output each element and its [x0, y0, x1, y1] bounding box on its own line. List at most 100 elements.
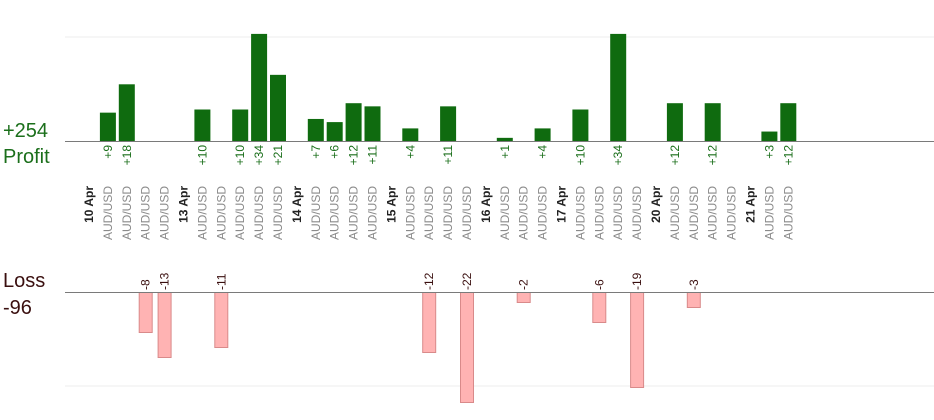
- profit-label: Profit: [3, 146, 50, 168]
- loss-bar: [630, 292, 645, 388]
- category-label: AUD/USD: [762, 186, 776, 240]
- profit-bar: [364, 106, 381, 141]
- profit-value-label: +7: [309, 145, 323, 159]
- category-label: AUD/USD: [101, 186, 115, 240]
- profit-value-label: +3: [762, 145, 776, 159]
- category-label: AUD/USD: [725, 186, 739, 240]
- axes: [65, 141, 934, 293]
- profit-value-label: +11: [441, 145, 455, 165]
- category-label: AUD/USD: [366, 186, 380, 240]
- date-label: 21 Apr: [744, 186, 758, 223]
- profit-value-label: +34: [611, 145, 625, 166]
- profit-bar: [270, 74, 286, 141]
- profit-value-label: +4: [536, 145, 550, 159]
- category-label: AUD/USD: [309, 186, 323, 240]
- loss-value-label: -13: [158, 272, 172, 290]
- category-labels: 10 Apr AUD/USD AUD/USD AUD/USD AUD/USD 13 Apr…: [82, 186, 795, 240]
- profit-bar: [326, 122, 343, 141]
- category-label: AUD/USD: [781, 186, 795, 240]
- profit-bar: [402, 128, 419, 141]
- loss-label: Loss: [3, 270, 46, 292]
- category-label: AUD/USD: [441, 186, 455, 240]
- category-label: AUD/USD: [252, 186, 266, 240]
- profit-value-label: +4: [403, 145, 417, 159]
- profit-value-label: +12: [347, 145, 361, 166]
- category-label: AUD/USD: [158, 186, 172, 240]
- loss-value-label: -22: [460, 272, 474, 290]
- category-label: AUD/USD: [422, 186, 436, 240]
- loss-value-label: -19: [630, 272, 644, 290]
- loss-bar: [460, 292, 474, 403]
- value-labels: +9 +18 -8 -13 +10 -11 +10 +34 +21 +7 +6 +12 +11 +4 -12…: [101, 145, 795, 290]
- category-label: AUD/USD: [271, 186, 285, 240]
- category-label: AUD/USD: [668, 186, 682, 240]
- category-label: AUD/USD: [195, 186, 209, 240]
- category-label: AUD/USD: [328, 186, 342, 240]
- profit-value-label: +11: [366, 145, 380, 165]
- loss-bar: [157, 292, 172, 358]
- profit-bar: [534, 128, 551, 141]
- category-label: AUD/USD: [403, 186, 417, 240]
- loss-value-label: -8: [139, 279, 153, 290]
- profit-value-label: +21: [271, 145, 285, 166]
- profit-bar: [307, 118, 324, 141]
- profit-value-label: +18: [120, 145, 134, 166]
- profit-bar: [496, 137, 513, 141]
- profit-value-label: +12: [781, 145, 795, 166]
- loss-value-label: -2: [517, 279, 531, 290]
- loss-value-label: -12: [422, 272, 436, 290]
- category-label: AUD/USD: [460, 186, 474, 240]
- category-label: AUD/USD: [687, 186, 701, 240]
- category-label: AUD/USD: [573, 186, 587, 240]
- loss-bar: [138, 292, 153, 333]
- date-label: 10 Apr: [82, 186, 96, 223]
- profit-bar: [761, 131, 778, 141]
- profit-bar: [666, 103, 683, 141]
- profit-value-label: +12: [668, 145, 682, 166]
- profit-value-label: +10: [233, 145, 247, 166]
- profit-bar: [251, 33, 268, 141]
- profit-value-label: +10: [573, 145, 587, 166]
- date-label: 20 Apr: [649, 186, 663, 223]
- loss-bar: [214, 292, 229, 348]
- profit-total: +254: [3, 120, 49, 142]
- profit-bar: [780, 103, 797, 141]
- profit-bar: [572, 109, 589, 141]
- profit-value-label: +12: [706, 145, 720, 166]
- date-label: 15 Apr: [384, 186, 398, 223]
- loss-bars: [138, 292, 701, 403]
- loss-bar: [516, 292, 531, 303]
- loss-bar: [592, 292, 607, 323]
- profit-value-label: +6: [328, 145, 342, 159]
- category-label: AUD/USD: [536, 186, 550, 240]
- loss-total: -96: [3, 297, 32, 319]
- category-label: AUD/USD: [630, 186, 644, 240]
- profit-value-label: +9: [101, 145, 115, 159]
- profit-bars: [99, 33, 797, 141]
- date-label: 16 Apr: [479, 186, 493, 223]
- category-label: AUD/USD: [214, 186, 228, 240]
- profit-bar: [232, 109, 249, 141]
- category-label: AUD/USD: [120, 186, 134, 240]
- loss-value-label: -3: [687, 279, 701, 290]
- loss-value-label: -11: [214, 273, 228, 290]
- profit-value-label: +1: [498, 145, 512, 159]
- profit-value-label: +34: [252, 145, 266, 166]
- profit-bar: [610, 33, 627, 141]
- category-label: AUD/USD: [517, 186, 531, 240]
- profit-bar: [440, 106, 457, 141]
- category-label: AUD/USD: [611, 186, 625, 240]
- date-label: 13 Apr: [177, 186, 191, 223]
- profit-bar: [194, 109, 211, 141]
- category-label: AUD/USD: [706, 186, 720, 240]
- date-label: 14 Apr: [290, 186, 304, 223]
- grid: [65, 36, 934, 387]
- loss-value-label: -6: [592, 279, 606, 290]
- profit-bar: [704, 103, 721, 141]
- loss-bar: [422, 292, 437, 353]
- category-label: AUD/USD: [592, 186, 606, 240]
- profit-value-label: +10: [195, 145, 209, 166]
- loss-bar: [686, 292, 701, 308]
- date-label: 17 Apr: [555, 186, 569, 223]
